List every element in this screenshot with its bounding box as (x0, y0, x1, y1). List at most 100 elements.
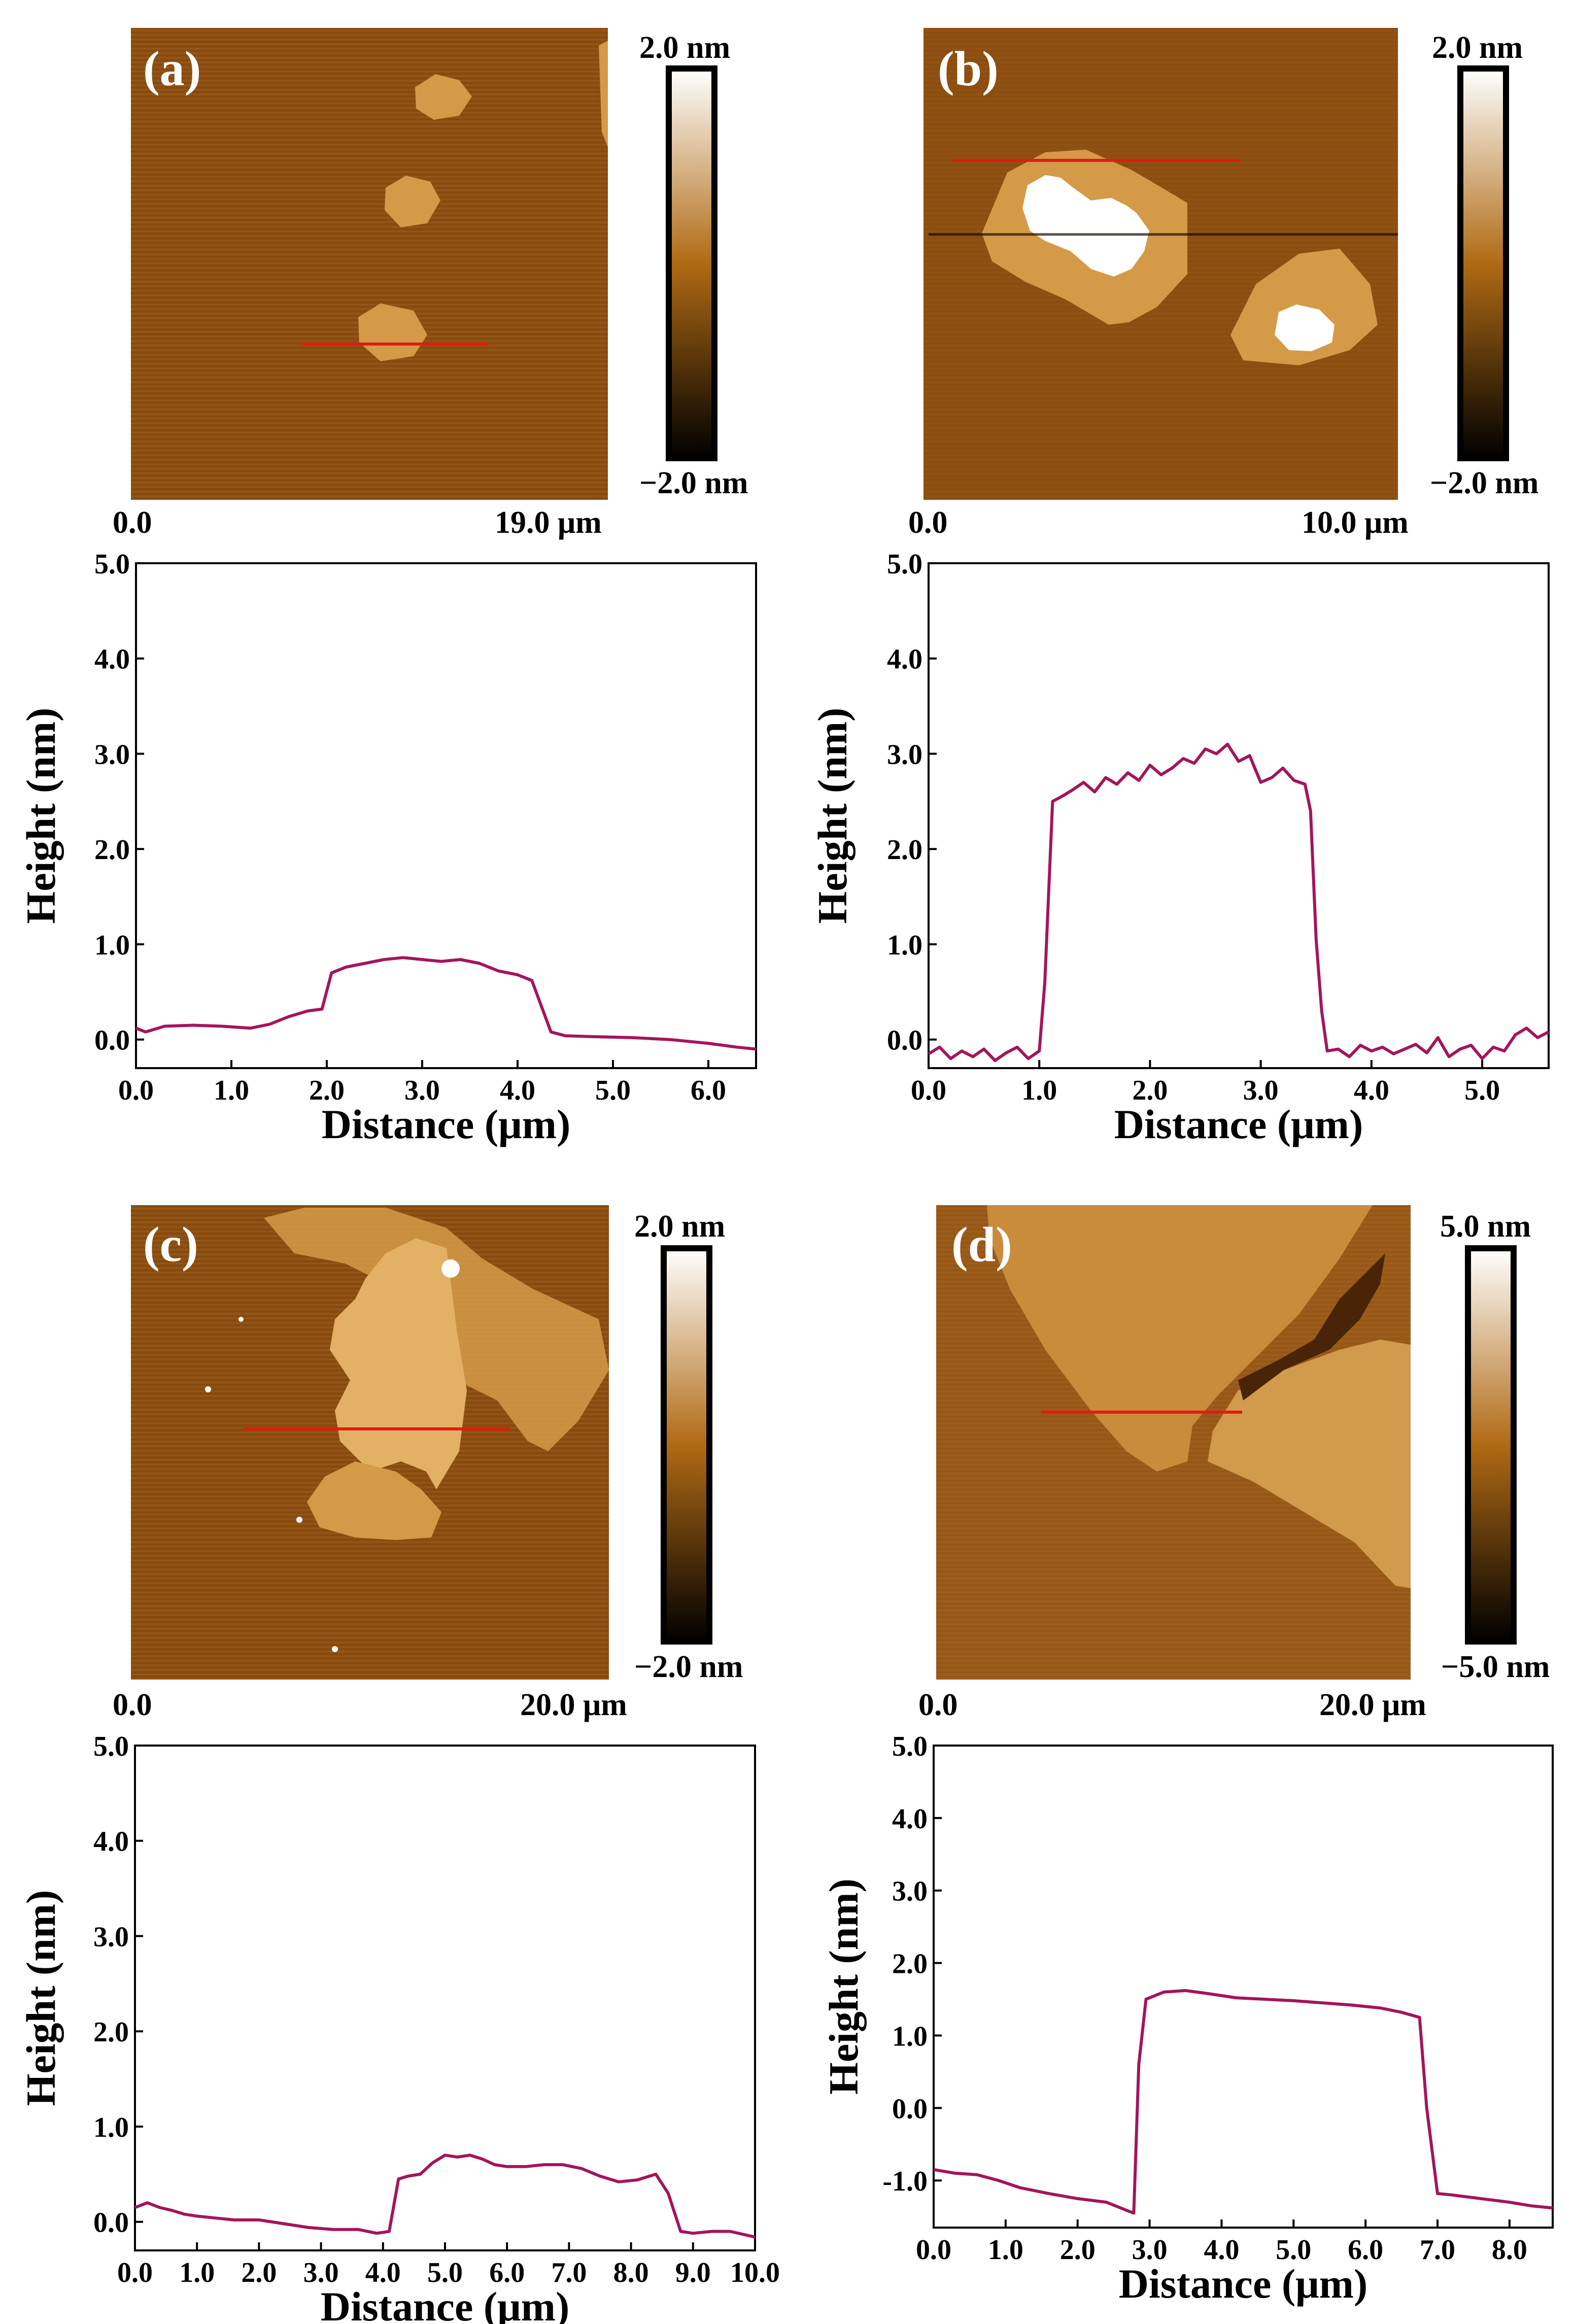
x-tick-label-c: 2.0 (241, 2257, 277, 2288)
flake-d-right (1208, 1340, 1411, 1588)
y-tick-label-b: 4.0 (887, 644, 922, 675)
colorbar-min-c: −2.0 nm (634, 1650, 743, 1684)
x-tick-label-a: 0.0 (118, 1075, 154, 1106)
x-tick-label-c: 3.0 (303, 2257, 339, 2288)
panel-a-image: (a) 2.0 nm −2.0 nm 0.0 19.0 μm (113, 28, 748, 540)
x-tick-label-c: 1.0 (179, 2257, 215, 2288)
flake-a-edge (599, 41, 608, 147)
panel-b-image: (b) 2.0 nm −2.0 nm 0.0 10.0 μm (908, 28, 1538, 540)
x-tick-label-a: 5.0 (595, 1075, 631, 1106)
height-profile-chart-c: 0.0 1.0 2.0 3.0 4.0 5.0 6.0 7.0 8.0 9.0 10.0 0.0 1.0… (18, 1731, 780, 2324)
x-tick-label-d: 0.0 (916, 2234, 951, 2266)
colorbar-max-a: 2.0 nm (639, 30, 730, 65)
y-tick-label-a: 5.0 (94, 549, 130, 580)
colorbar-max-c: 2.0 nm (634, 1209, 725, 1244)
scan-origin-c: 0.0 (113, 1688, 152, 1722)
scan-size-d: 20.0 μm (1319, 1688, 1426, 1722)
x-tick-label-c: 0.0 (117, 2257, 153, 2288)
x-tick-label-d: 8.0 (1492, 2234, 1527, 2266)
height-profile-chart-b: 0.0 1.0 2.0 3.0 4.0 5.0 0.0 1.0 2.0 3.0 4.0 5.0 Dist… (809, 549, 1550, 1147)
panel-d-image: (d) 5.0 nm −5.0 nm 0.0 20.0 μm (918, 1205, 1550, 1722)
flake-a1 (415, 74, 472, 120)
x-axis-title-c: Distance (μm) (321, 2283, 570, 2324)
y-axis-title-c: Height (nm) (18, 1890, 64, 2106)
colorbar-min-b: −2.0 nm (1430, 466, 1538, 500)
y-tick-label-a: 0.0 (94, 1025, 130, 1056)
colorbar-a (666, 65, 717, 461)
particle-c4 (296, 1517, 302, 1523)
x-tick-label-c: 7.0 (551, 2257, 587, 2288)
gap-d (1238, 1253, 1385, 1400)
flake-a3 (358, 303, 427, 361)
plot-frame-d (933, 1745, 1554, 2229)
x-tick-label-a: 4.0 (500, 1075, 535, 1106)
x-tick-label-a: 1.0 (214, 1075, 249, 1106)
panel-label-b: (b) (938, 42, 999, 96)
x-tick-label-b: 2.0 (1132, 1075, 1168, 1106)
y-tick-label-c: 3.0 (93, 1921, 129, 1953)
colorbar-c (661, 1245, 712, 1645)
y-tick-label-c: 5.0 (93, 1731, 129, 1762)
x-axis-title-b: Distance (μm) (1114, 1101, 1363, 1147)
flake-a2 (385, 176, 440, 227)
plot-frame-c (134, 1745, 756, 2251)
y-tick-label-b: 5.0 (887, 549, 922, 580)
x-tick-label-a: 3.0 (404, 1075, 440, 1106)
scan-size-a: 19.0 μm (495, 505, 602, 540)
flake-c-main (330, 1238, 467, 1489)
particle-b1 (1022, 175, 1149, 277)
scan-size-c: 20.0 μm (520, 1688, 627, 1722)
y-tick-label-a: 4.0 (94, 644, 130, 675)
x-tick-label-c: 9.0 (675, 2257, 711, 2288)
x-tick-label-b: 3.0 (1243, 1075, 1279, 1106)
particle-c3 (205, 1386, 211, 1392)
y-tick-label-a: 3.0 (94, 739, 130, 770)
y-tick-label-d: 5.0 (892, 1731, 928, 1762)
y-tick-label-a: 2.0 (94, 834, 130, 866)
x-tick-label-d: 1.0 (988, 2234, 1023, 2266)
colorbar-min-a: −2.0 nm (639, 466, 748, 500)
y-tick-label-c: 1.0 (93, 2112, 129, 2143)
x-tick-label-d: 7.0 (1420, 2234, 1455, 2266)
y-axis-title-b: Height (nm) (809, 708, 856, 924)
x-tick-label-b: 0.0 (911, 1075, 946, 1106)
colorbar-b (1457, 65, 1509, 461)
y-axis-title-d: Height (nm) (820, 1878, 867, 2095)
x-tick-label-d: 3.0 (1132, 2234, 1168, 2266)
x-tick-label-b: 1.0 (1021, 1075, 1057, 1106)
x-tick-label-c: 10.0 (730, 2257, 780, 2288)
x-tick-label-a: 2.0 (309, 1075, 345, 1106)
x-tick-label-c: 6.0 (489, 2257, 525, 2288)
y-tick-label-d: 2.0 (892, 1949, 928, 1980)
scan-origin-b: 0.0 (908, 505, 948, 540)
y-tick-label-b: 2.0 (887, 834, 922, 866)
y-tick-label-c: 4.0 (93, 1826, 129, 1858)
y-tick-label-b: 3.0 (887, 739, 922, 770)
plot-frame-b (928, 562, 1550, 1069)
y-tick-label-d: -1.0 (882, 2166, 928, 2197)
panel-label-d: (d) (951, 1217, 1012, 1272)
x-tick-label-d: 4.0 (1204, 2234, 1239, 2266)
particle-c5 (332, 1646, 338, 1652)
y-axis-title-a: Height (nm) (18, 708, 64, 924)
flake-d-upper (987, 1205, 1373, 1472)
panel-c-image: (c) 2.0 nm −2.0 nm 0.0 20.0 μm (113, 1205, 743, 1722)
y-tick-label-d: 1.0 (892, 2021, 928, 2052)
particle-b2 (1275, 304, 1335, 351)
height-profile-chart-a: 0.0 1.0 2.0 3.0 4.0 5.0 6.0 0.0 1.0 2.0 3.0 4.0 5.0 D… (18, 549, 757, 1147)
x-tick-label-c: 4.0 (365, 2257, 401, 2288)
x-tick-label-d: 2.0 (1060, 2234, 1096, 2266)
particle-c2 (238, 1317, 244, 1322)
scan-size-b: 10.0 μm (1302, 505, 1409, 540)
panel-label-c: (c) (143, 1217, 198, 1272)
colorbar-d (1465, 1245, 1517, 1645)
x-axis-title-d: Distance (μm) (1119, 2261, 1368, 2307)
particle-c1 (441, 1259, 460, 1278)
height-profile-chart-d: 0.0 1.0 2.0 3.0 4.0 5.0 6.0 7.0 8.0 -1.0 0.0 1.0 2.0… (820, 1731, 1554, 2307)
x-tick-label-b: 5.0 (1464, 1075, 1500, 1106)
height-profile-line-c (134, 2154, 756, 2239)
plot-frame-a (135, 562, 757, 1069)
x-tick-label-c: 8.0 (613, 2257, 649, 2288)
y-tick-label-a: 1.0 (94, 930, 130, 961)
